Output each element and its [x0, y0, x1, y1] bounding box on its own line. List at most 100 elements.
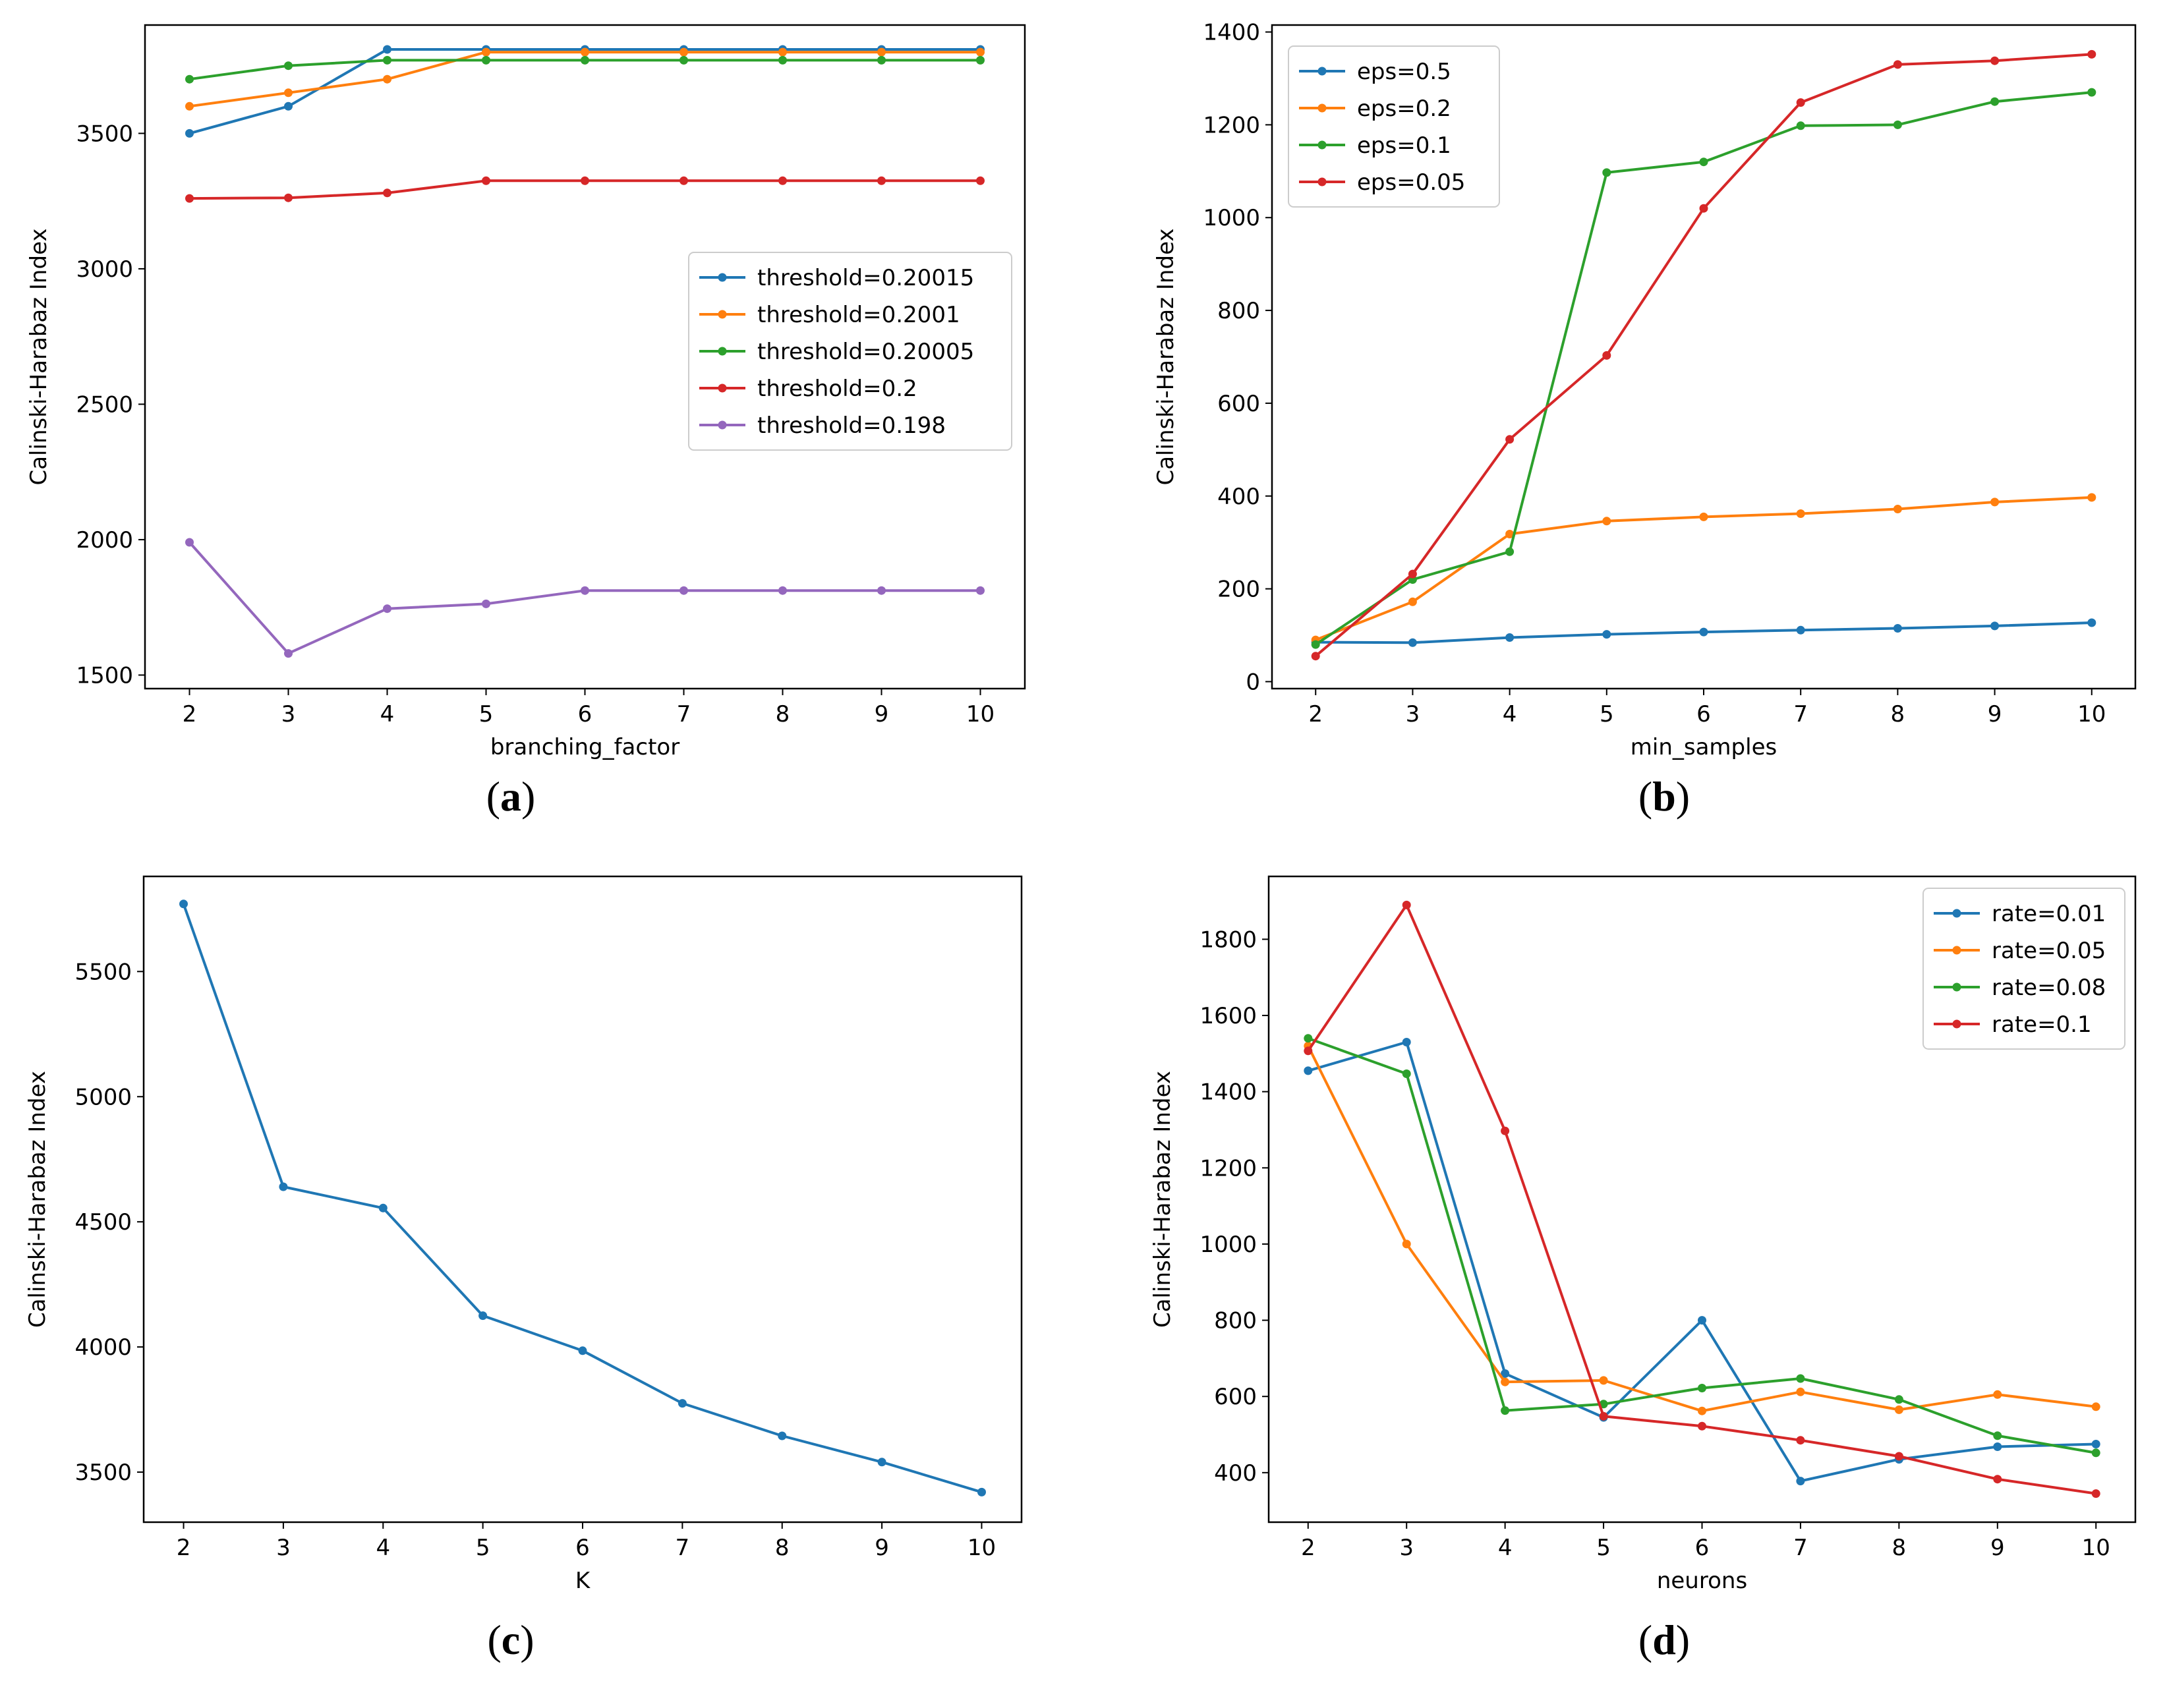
x-tick-label: 10 [966, 701, 995, 727]
series-line-5 [188, 541, 981, 655]
panel-caption: (c) [487, 1616, 534, 1663]
data-point [1698, 1406, 1706, 1415]
y-tick-label: 400 [1217, 484, 1260, 510]
data-point [482, 599, 490, 608]
y-axis-label: Calinski-Harabaz Index [26, 228, 52, 485]
x-tick-label: 4 [376, 1535, 390, 1561]
data-point [778, 47, 787, 57]
data-point [679, 176, 688, 185]
data-point [1796, 121, 1805, 130]
data-point [679, 586, 688, 595]
legend-entry: rate=0.05 [1992, 938, 2106, 964]
data-point [1402, 1069, 1411, 1078]
y-tick-label: 600 [1214, 1384, 1257, 1410]
x-tick-label: 6 [1696, 701, 1711, 727]
data-point [578, 1346, 587, 1355]
x-tick-label: 6 [578, 701, 592, 727]
data-point [1796, 1436, 1805, 1445]
panel-caption: (a) [486, 773, 536, 820]
legend-entry: rate=0.08 [1992, 975, 2106, 1001]
y-tick-label: 3500 [74, 1460, 132, 1486]
data-point [2091, 1448, 2100, 1458]
y-tick-label: 3000 [76, 256, 133, 283]
data-point [679, 55, 688, 65]
legend: threshold=0.20015 threshold=0.2001 thresho… [688, 252, 1012, 451]
data-point [478, 1311, 488, 1321]
data-point [1599, 1411, 1608, 1421]
y-tick-label: 1600 [1199, 1003, 1257, 1029]
x-tick-label: 9 [875, 1535, 889, 1561]
x-tick-label: 7 [1793, 701, 1808, 727]
data-point [1304, 1034, 1313, 1043]
data-point [284, 88, 293, 98]
x-tick-label: 2 [1308, 701, 1323, 727]
data-point [284, 61, 293, 71]
data-point [185, 194, 194, 203]
panel-letter: d [1652, 1616, 1676, 1663]
data-point [976, 47, 985, 57]
data-point [778, 586, 787, 595]
data-point [185, 538, 194, 547]
data-point [378, 1203, 388, 1212]
x-tick-label: 7 [677, 701, 691, 727]
data-point [1894, 1405, 1903, 1414]
data-point [877, 176, 886, 185]
data-point [1501, 1369, 1510, 1378]
data-point [1894, 1452, 1903, 1461]
legend-marker [1317, 140, 1327, 150]
data-point [1304, 1066, 1313, 1075]
data-point [284, 101, 293, 111]
y-tick-label: 4000 [74, 1334, 132, 1361]
y-tick-label: 1200 [1199, 1155, 1257, 1181]
data-point [1304, 1046, 1313, 1056]
x-tick-label: 3 [1399, 1535, 1414, 1561]
data-point [1402, 900, 1411, 909]
data-point [778, 1431, 787, 1440]
legend-marker [718, 384, 727, 393]
data-point [976, 176, 985, 185]
data-point [1602, 351, 1611, 360]
y-tick-label: 5000 [74, 1084, 132, 1110]
legend-entry: threshold=0.20005 [757, 339, 974, 365]
data-point [1990, 498, 2000, 507]
legend-entry: eps=0.2 [1357, 96, 1451, 122]
data-point [1993, 1475, 2002, 1484]
x-tick-label: 8 [776, 701, 790, 727]
x-axis-label: min_samples [1631, 734, 1777, 760]
data-point [2091, 1440, 2100, 1448]
legend-box [1288, 45, 1500, 208]
y-tick-label: 1000 [1203, 205, 1260, 231]
data-point [1599, 1376, 1608, 1385]
data-point [581, 55, 589, 65]
data-point [1311, 652, 1320, 661]
legend-marker [718, 420, 727, 430]
data-point [581, 47, 589, 57]
data-point [1990, 56, 2000, 65]
chart-d: 2 3 4 5 6 7 8 9 10 400 600 800 1000 1200 1400 1600 1800 n… [1149, 875, 2137, 1663]
data-point [1796, 1477, 1805, 1486]
y-tick-label: 1400 [1199, 1079, 1257, 1106]
data-point [1993, 1442, 2002, 1451]
data-point [2087, 88, 2096, 97]
data-point [1796, 98, 1805, 107]
data-point [1408, 569, 1417, 579]
y-tick-label: 400 [1214, 1460, 1257, 1487]
data-point [1505, 633, 1515, 642]
data-point [877, 47, 886, 57]
data-point [1893, 60, 1902, 69]
panel-letter: b [1652, 773, 1676, 820]
x-axis-label: branching_factor [490, 734, 679, 760]
y-tick-label: 0 [1246, 669, 1260, 695]
legend-entry: eps=0.1 [1357, 132, 1451, 159]
x-tick-label: 5 [476, 1535, 490, 1561]
data-point [1699, 204, 1708, 213]
legend-box [688, 252, 1012, 451]
legend-entry: eps=0.5 [1357, 59, 1451, 85]
x-tick-label: 8 [1891, 701, 1905, 727]
axes-frame [142, 875, 1023, 1523]
x-tick-label: 8 [775, 1535, 790, 1561]
data-point [2091, 1489, 2100, 1498]
y-tick-label: 3500 [76, 121, 133, 147]
panel-letter: a [500, 773, 521, 820]
legend-entry: threshold=0.2001 [757, 302, 960, 328]
